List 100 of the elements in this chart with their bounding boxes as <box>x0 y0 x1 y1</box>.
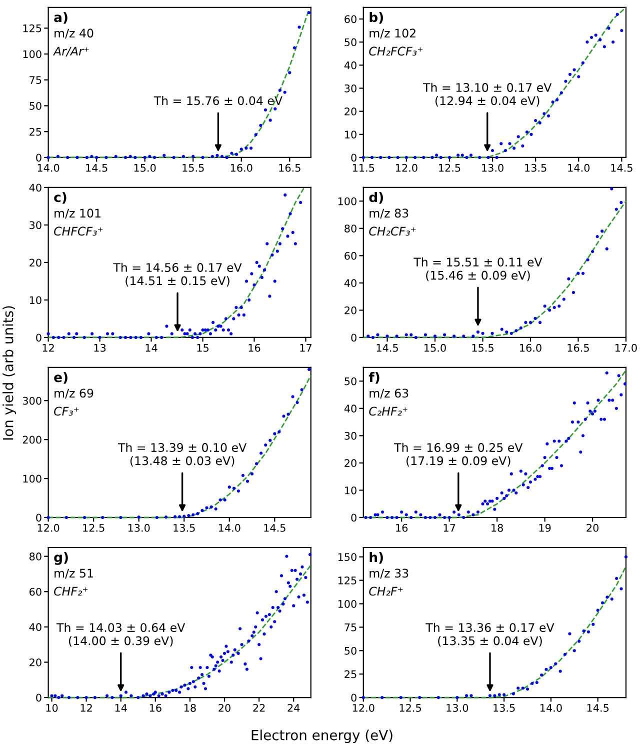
point <box>278 88 282 92</box>
y-tick-label: 20 <box>344 306 356 314</box>
point <box>516 686 520 690</box>
annotation: m/z 33 <box>370 568 408 579</box>
y-tick-label: 40 <box>29 184 42 192</box>
point <box>600 230 604 233</box>
point <box>439 156 442 160</box>
point <box>85 156 88 160</box>
point <box>620 587 623 590</box>
point <box>478 156 482 160</box>
y-tick-label: 0 <box>351 334 356 342</box>
annotation: CH₂FCF₃⁺ <box>369 46 422 56</box>
x-tick-label: 14 <box>115 704 127 712</box>
point <box>119 516 122 520</box>
point <box>560 91 563 94</box>
x-tick-label: 15.5 <box>182 164 204 172</box>
point <box>388 156 391 160</box>
point <box>563 652 567 656</box>
point <box>137 516 140 519</box>
point <box>472 334 475 338</box>
point <box>414 336 418 340</box>
x-tick-label: 18 <box>492 524 503 532</box>
point <box>196 512 200 516</box>
point <box>562 298 566 301</box>
point <box>192 513 195 516</box>
point <box>278 430 281 434</box>
point <box>164 516 168 519</box>
point <box>56 154 60 158</box>
x-tick-label: 12.0 <box>352 704 374 712</box>
annotation: a) <box>54 12 68 24</box>
x-tick-label: 17.0 <box>616 344 637 352</box>
point <box>205 506 208 510</box>
x-tick-label: 20 <box>218 704 230 712</box>
point <box>240 148 243 151</box>
point <box>228 486 231 489</box>
point <box>152 156 156 160</box>
y-tick-label: 100 <box>338 600 356 608</box>
y-tick-label: 0 <box>36 334 42 342</box>
point <box>178 515 182 518</box>
annotation: Th = 15.51 ± 0.11 eV (15.46 ± 0.09 eV) <box>414 257 542 282</box>
annotation: m/z 101 <box>54 208 100 219</box>
point <box>549 666 552 670</box>
point <box>200 508 204 512</box>
point <box>443 333 446 336</box>
point <box>370 156 374 160</box>
y-tick-label: 0 <box>36 694 42 702</box>
point <box>535 680 538 684</box>
point <box>452 334 456 338</box>
x-tick-label: 14.0 <box>38 164 60 172</box>
point <box>620 28 624 32</box>
point <box>134 156 137 160</box>
point <box>510 332 513 335</box>
annotation: m/z 40 <box>54 28 94 39</box>
point <box>505 330 508 334</box>
point <box>526 688 530 691</box>
point <box>530 132 533 136</box>
point <box>274 107 277 110</box>
point <box>448 156 452 160</box>
point <box>586 40 589 44</box>
annotation: Th = 14.03 ± 0.64 eV (14.00 ± 0.39 eV) <box>56 622 186 647</box>
point <box>512 692 515 696</box>
x-tick-label: 20 <box>586 524 598 532</box>
point <box>465 156 468 160</box>
y-tick-label: 40 <box>344 404 356 413</box>
x-tick-label: 16 <box>150 704 162 712</box>
point <box>610 187 614 190</box>
x-tick-label: 17 <box>300 344 312 352</box>
point <box>308 368 311 371</box>
point <box>259 124 262 127</box>
point <box>538 121 542 124</box>
annotation: g) <box>54 552 68 565</box>
annotation: Ar/Ar⁺ <box>52 46 89 57</box>
point <box>508 142 512 146</box>
y-tick-label: 25 <box>344 670 356 678</box>
point <box>490 332 494 335</box>
y-tick-label: 0 <box>36 514 42 522</box>
x-tick-label: 12.0 <box>396 164 418 172</box>
x-tick-label: 14.5 <box>264 524 286 532</box>
point <box>66 156 70 160</box>
point <box>556 98 559 102</box>
point <box>605 247 608 250</box>
annotation: m/z 69 <box>54 388 94 399</box>
point <box>223 498 226 502</box>
point <box>90 154 94 158</box>
point <box>512 146 516 150</box>
y-tick-label: 30 <box>344 84 356 92</box>
point <box>260 452 263 455</box>
point <box>241 474 245 477</box>
point <box>551 100 554 104</box>
y-tick-label: 60 <box>344 15 356 24</box>
annotation: m/z 102 <box>370 28 416 39</box>
x-tick-label: 12.5 <box>439 164 460 172</box>
point <box>572 290 576 294</box>
x-tick-label: 13.5 <box>174 524 195 532</box>
x-tick-label: 13.0 <box>482 164 504 172</box>
point <box>250 472 254 476</box>
point <box>534 118 538 122</box>
y-tick-label: 0 <box>36 154 42 162</box>
point <box>525 130 529 134</box>
point <box>602 45 606 48</box>
